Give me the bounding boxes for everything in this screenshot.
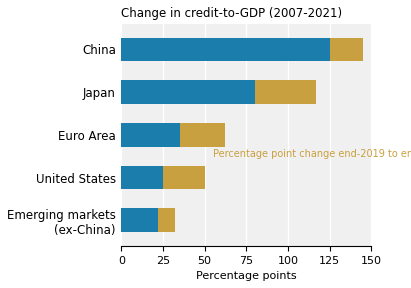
Bar [121,123,180,147]
Bar [121,209,158,232]
Bar [121,80,255,104]
X-axis label: Percentage points: Percentage points [196,271,297,281]
Bar [163,166,205,189]
Text: Percentage point change end-2019 to end-2021: Percentage point change end-2019 to end-… [213,149,411,159]
Bar [121,166,163,189]
Text: Change in credit-to-GDP (2007-2021): Change in credit-to-GDP (2007-2021) [121,7,342,20]
Bar [255,80,316,104]
Bar [121,38,330,61]
Bar [180,123,225,147]
Bar [158,209,175,232]
Bar [330,38,363,61]
